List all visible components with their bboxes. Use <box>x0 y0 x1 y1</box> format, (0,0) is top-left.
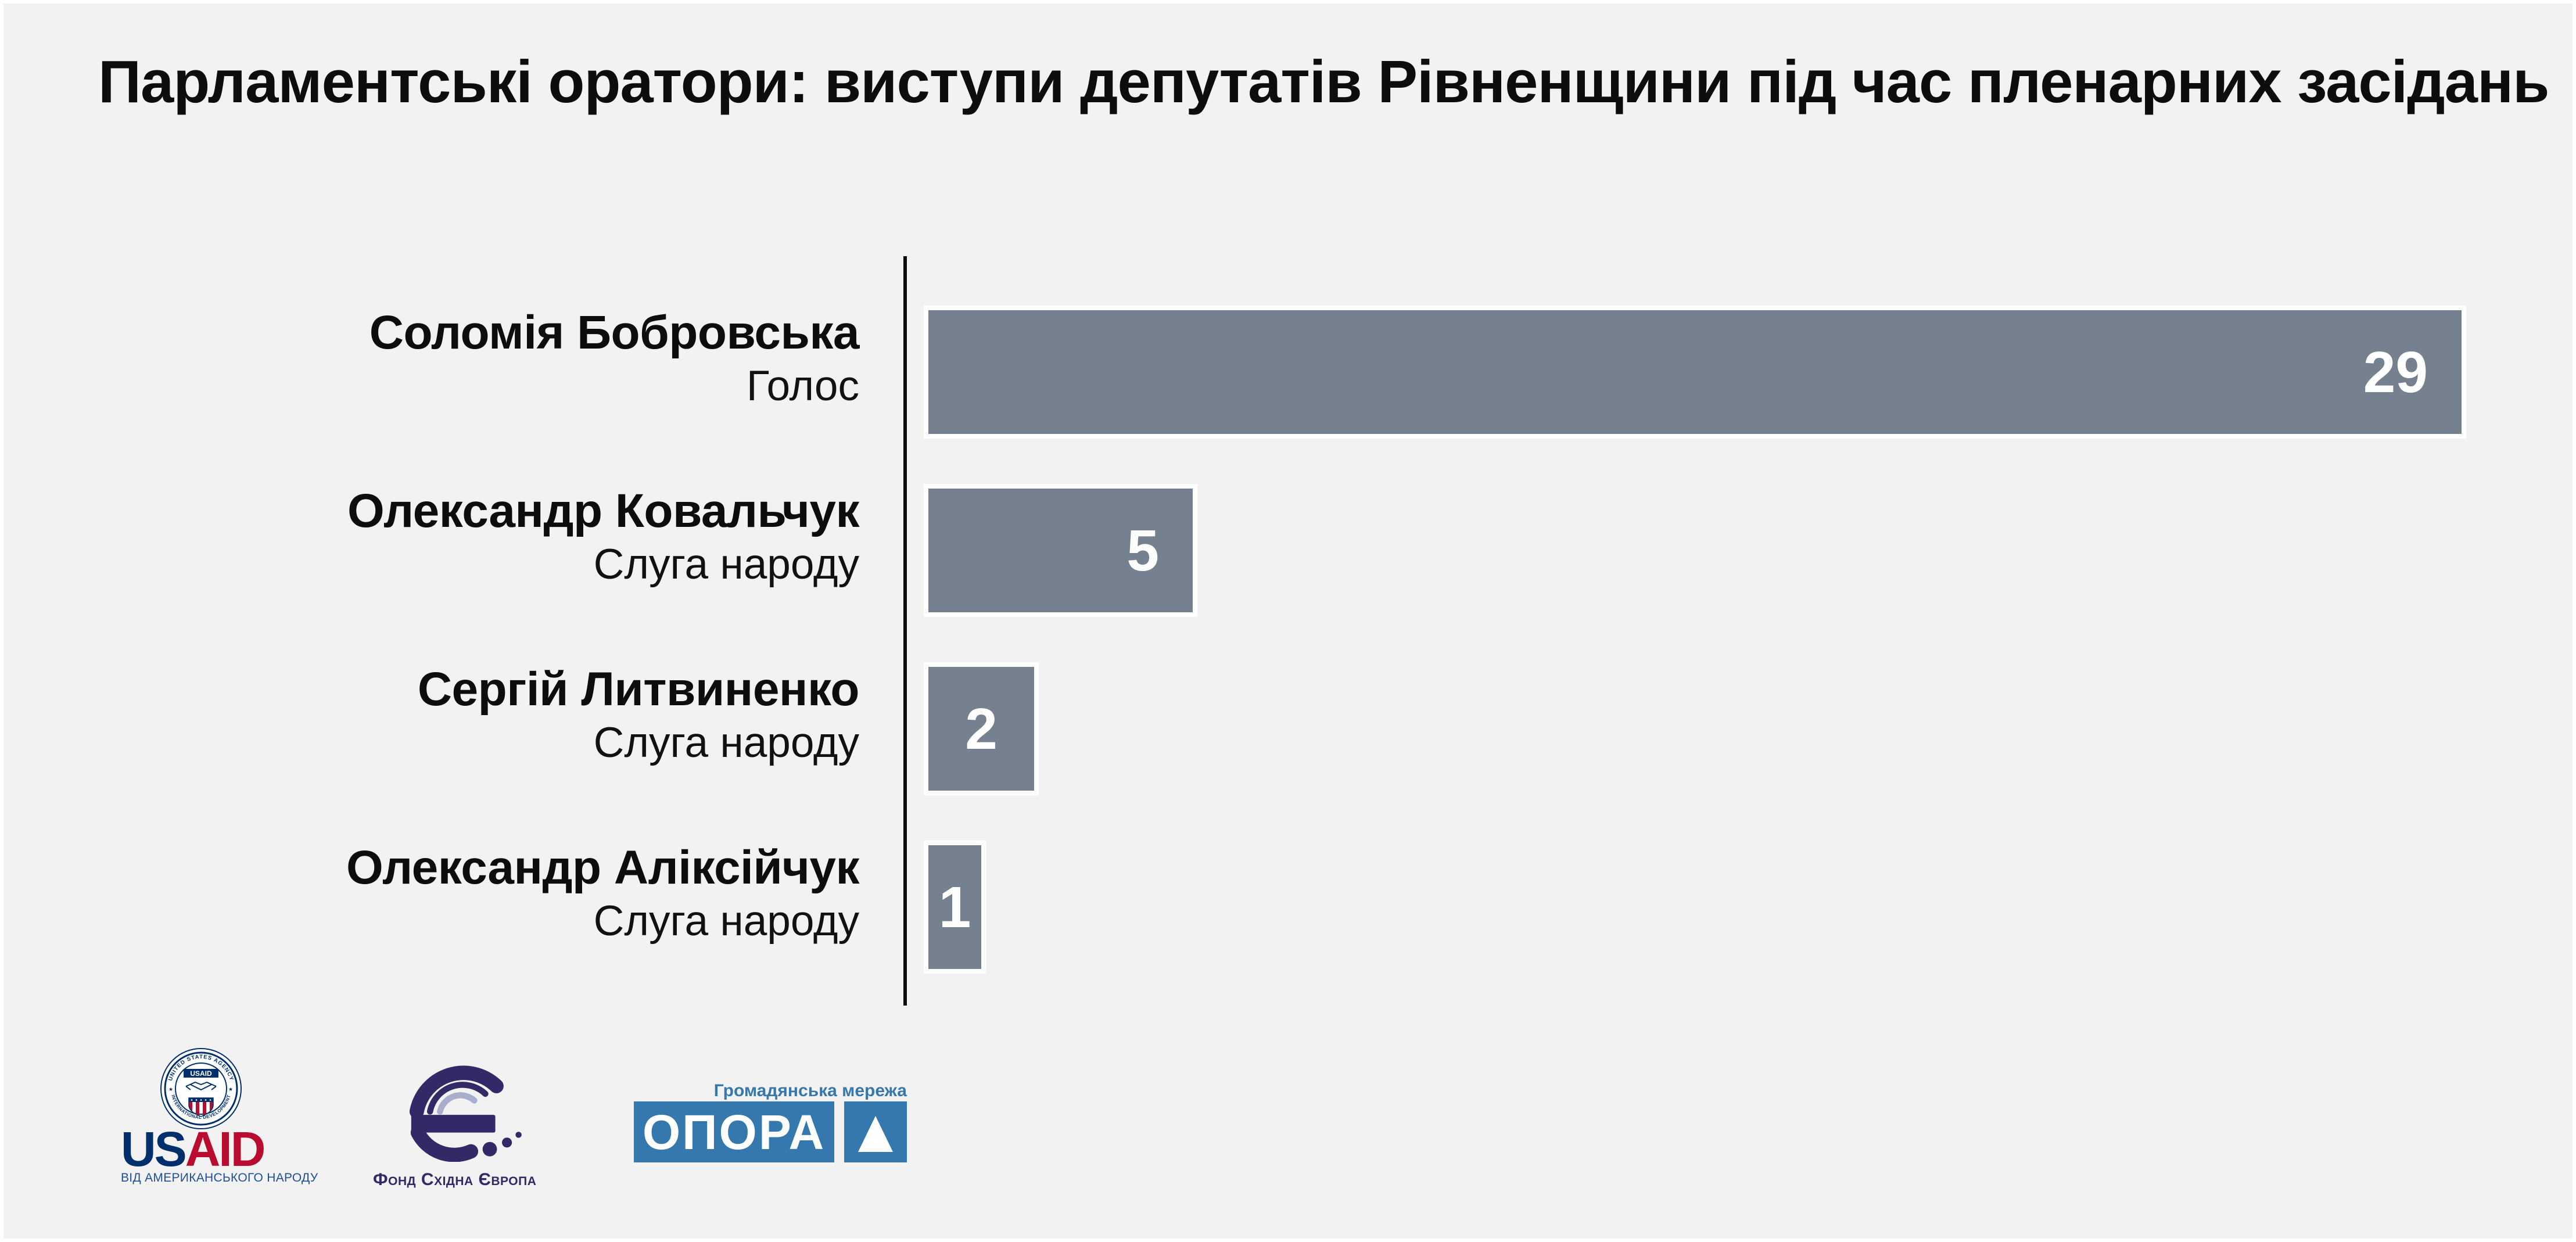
deputy-party: Слуга народу <box>593 719 859 766</box>
row-label: Соломія Бобровська Голос <box>3 305 860 412</box>
row-label: Олександр Аліксійчук Слуга народу <box>3 840 860 947</box>
deputy-name: Олександр Аліксійчук <box>346 841 860 894</box>
bar-value-label: 29 <box>2363 339 2428 405</box>
deputy-party: Слуга народу <box>593 541 859 588</box>
bar-row: Сергій Литвиненко Слуга народу 2 <box>3 662 2573 795</box>
opora-network-label: Громадянська мережа <box>713 1081 907 1100</box>
bar-value-label: 5 <box>1126 518 1159 583</box>
chart-title: Парламентські оратори: виступи депутатів… <box>98 48 2549 115</box>
deputy-name: Сергій Литвиненко <box>417 663 860 716</box>
usaid-tagline: ВІД АМЕРИКАНСЬКОГО НАРОДУ <box>121 1171 318 1184</box>
eef-name: Фонд Східна Європа <box>373 1170 537 1189</box>
opora-square <box>844 1101 907 1162</box>
usaid-seal-icon: UNITED STATES AGENCY INTERNATIONAL DEVEL… <box>160 1048 242 1129</box>
deputy-party: Голос <box>746 362 859 410</box>
deputy-name: Соломія Бобровська <box>369 306 860 359</box>
bar-value-label: 1 <box>938 874 971 940</box>
y-axis-line <box>903 256 907 1006</box>
usaid-wordmark-us: US <box>121 1122 187 1176</box>
deputy-name: Олександр Ковальчук <box>347 484 860 537</box>
svg-text:USAID: USAID <box>190 1069 212 1078</box>
bar: 1 <box>924 841 986 974</box>
row-label: Сергій Литвиненко Слуга народу <box>3 662 860 769</box>
eef-e-mark-icon <box>409 1065 522 1162</box>
bar: 5 <box>924 484 1197 617</box>
usaid-wordmark: USAID <box>121 1122 266 1176</box>
opora-brand: ОПОРА <box>642 1104 826 1160</box>
bar: 2 <box>924 662 1039 795</box>
bar: 29 <box>924 306 2466 439</box>
row-label: Олександр Ковальчук Слуга народу <box>3 483 860 590</box>
deputy-party: Слуга народу <box>593 898 859 945</box>
bar-row: Олександр Аліксійчук Слуга народу 1 <box>3 841 2573 974</box>
bar-row: Олександр Ковальчук Слуга народу 5 <box>3 484 2573 617</box>
bar-chart: Соломія Бобровська Голос 29 Олександр Ко… <box>3 3 2573 1239</box>
svg-text:★: ★ <box>168 1086 173 1092</box>
usaid-wordmark-aid: AID <box>185 1122 266 1176</box>
opora-triangle-icon <box>858 1116 893 1152</box>
svg-text:★: ★ <box>228 1086 233 1092</box>
bar-row: Соломія Бобровська Голос 29 <box>3 306 2573 439</box>
opora-brand-box: ОПОРА <box>634 1101 834 1162</box>
bar-value-label: 2 <box>965 696 998 762</box>
